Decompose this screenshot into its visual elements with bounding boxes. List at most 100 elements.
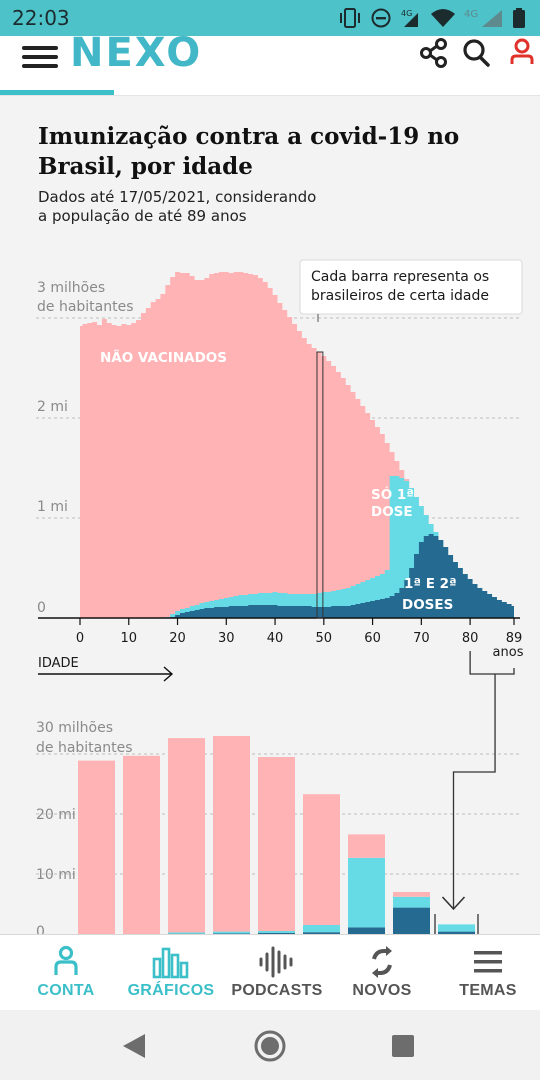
home-icon[interactable] <box>248 1024 292 1068</box>
bar-segment-duas-doses <box>258 932 295 934</box>
user-icon[interactable] <box>508 36 536 70</box>
bar-segment-so-1a-dose <box>258 931 295 933</box>
hamburger-icon <box>474 951 502 973</box>
refresh-icon <box>372 946 392 978</box>
bottom-nav: CONTA GRÁFICOS PODCASTS NOVOS TEMAS <box>0 934 540 1011</box>
battery-icon <box>513 8 525 28</box>
person-icon <box>54 945 78 975</box>
system-navigation-bar <box>0 1010 540 1080</box>
bar-segment-so-1a-dose <box>168 932 205 934</box>
area-label-duas-doses: 1ª E 2ª <box>404 576 457 592</box>
y-tick-label: de habitantes <box>37 299 134 315</box>
x-tick-label: 89 <box>506 631 523 646</box>
bar-segment-so-1a-dose <box>393 896 430 908</box>
connector-line <box>452 674 496 908</box>
nav-novos-label: NOVOS <box>352 982 412 999</box>
bar-segment-nao-vacinados <box>123 755 160 934</box>
x-tick-label: 70 <box>413 631 430 646</box>
recents-icon[interactable] <box>381 1024 425 1068</box>
search-icon[interactable] <box>462 36 490 70</box>
network-label-2: 4G <box>464 9 478 20</box>
area-label-nao-vacinados: NÃO VACINADOS <box>100 349 227 366</box>
bar-segment-duas-doses <box>393 907 430 934</box>
status-icons: 4G 4G <box>338 6 526 30</box>
bar-segment-nao-vacinados <box>168 738 205 933</box>
bar-segment-nao-vacinados <box>258 757 295 931</box>
x-tick-label: 50 <box>316 631 333 646</box>
x-tick-label: 30 <box>218 631 235 646</box>
nav-temas[interactable]: TEMAS <box>434 935 540 1011</box>
chart-title: Imunização contra a covid-19 no Brasil, … <box>38 123 460 180</box>
immunization-charts: 0 1 mi 2 mi 3 milhões de habitantes 0 10 20 30 40… <box>36 259 524 934</box>
bar-y-tick-label: 20 mi <box>36 807 76 823</box>
bar-y-tick-label: 10 mi <box>36 867 76 883</box>
y-tick-label: 2 mi <box>37 399 68 415</box>
bar-segment-duas-doses <box>348 927 385 934</box>
back-icon[interactable] <box>112 1024 156 1068</box>
wifi-icon <box>431 9 455 27</box>
x-tick-label: 20 <box>169 631 186 646</box>
nexo-logo[interactable]: NEXO <box>70 36 222 72</box>
nav-novos[interactable]: NOVOS <box>328 935 436 1011</box>
bar-chart-icon <box>152 947 189 979</box>
article-content: Imunização contra a covid-19 no Brasil, … <box>0 96 540 934</box>
annotation-text: brasileiros de certa idade <box>311 288 489 304</box>
area-label-so-1a-dose: DOSE <box>371 504 413 520</box>
nav-graficos[interactable]: GRÁFICOS <box>117 935 225 1011</box>
reading-progress-bar <box>0 90 114 95</box>
bar-segment-so-1a-dose <box>438 924 475 932</box>
network-4g-icon: 4G <box>401 9 418 27</box>
nav-graficos-label: GRÁFICOS <box>127 982 215 999</box>
status-time: 22:03 <box>12 6 70 30</box>
nav-podcasts[interactable]: PODCASTS <box>223 935 331 1011</box>
share-icon[interactable] <box>418 36 450 70</box>
vibrate-icon <box>340 8 360 28</box>
x-tick-label: 10 <box>120 631 137 646</box>
nav-conta[interactable]: CONTA <box>12 935 120 1011</box>
x-axis-arrow <box>38 666 174 682</box>
area-label-duas-doses: DOSES <box>402 597 453 613</box>
app-header: NEXO <box>0 36 540 92</box>
x-axis-label: IDADE <box>38 656 79 671</box>
x-tick-label: 0 <box>76 631 84 646</box>
header-divider <box>0 95 540 96</box>
x-unit-label: anos <box>493 645 524 660</box>
menu-icon[interactable] <box>22 42 58 72</box>
bar-segment-nao-vacinados <box>393 892 430 897</box>
y-tick-label: 0 <box>37 600 46 616</box>
bar-segment-nao-vacinados <box>303 794 340 925</box>
logo-text: NEXO <box>70 36 202 72</box>
bar-y-tick-label: de habitantes <box>36 740 133 756</box>
annotation-text: Cada barra representa os <box>311 269 489 285</box>
network-label-1: 4G <box>401 9 412 18</box>
chart-subtitle: Dados até 17/05/2021, considerando a pop… <box>38 188 317 225</box>
bar-segment-so-1a-dose <box>213 931 250 934</box>
annotation-box <box>299 259 523 315</box>
last-bar-bracket <box>434 914 479 934</box>
area-label-so-1a-dose: SÓ 1ª <box>371 485 414 503</box>
status-bar: 22:03 4G 4G <box>0 0 540 36</box>
y-tick-label: 3 milhões <box>37 280 105 296</box>
y-tick-label: 1 mi <box>37 499 68 515</box>
x-tick-label: 40 <box>267 631 284 646</box>
bar-segment-nao-vacinados <box>348 834 385 858</box>
bar-segment-duas-doses <box>438 931 475 934</box>
age-range-bracket <box>469 651 515 675</box>
bar-y-tick-label: 0 <box>36 924 45 934</box>
connector-arrowhead <box>441 896 466 911</box>
bar-segment-nao-vacinados <box>213 736 250 932</box>
do-not-disturb-icon <box>371 8 391 28</box>
x-tick-label: 60 <box>364 631 381 646</box>
bar-segment-so-1a-dose <box>303 925 340 933</box>
soundwave-icon <box>259 946 293 978</box>
bar-y-tick-label: 30 milhões <box>36 720 113 736</box>
nav-podcasts-label: PODCASTS <box>231 982 323 999</box>
nav-temas-label: TEMAS <box>459 982 517 999</box>
nav-conta-label: CONTA <box>37 982 95 999</box>
area-duas-doses <box>80 534 514 618</box>
highlighted-age-bar <box>316 351 324 619</box>
bar-segment-duas-doses <box>213 933 250 934</box>
bar-segment-duas-doses <box>303 932 340 934</box>
x-tick-label: 80 <box>462 631 479 646</box>
signal-4g-icon: 4G <box>464 9 502 27</box>
